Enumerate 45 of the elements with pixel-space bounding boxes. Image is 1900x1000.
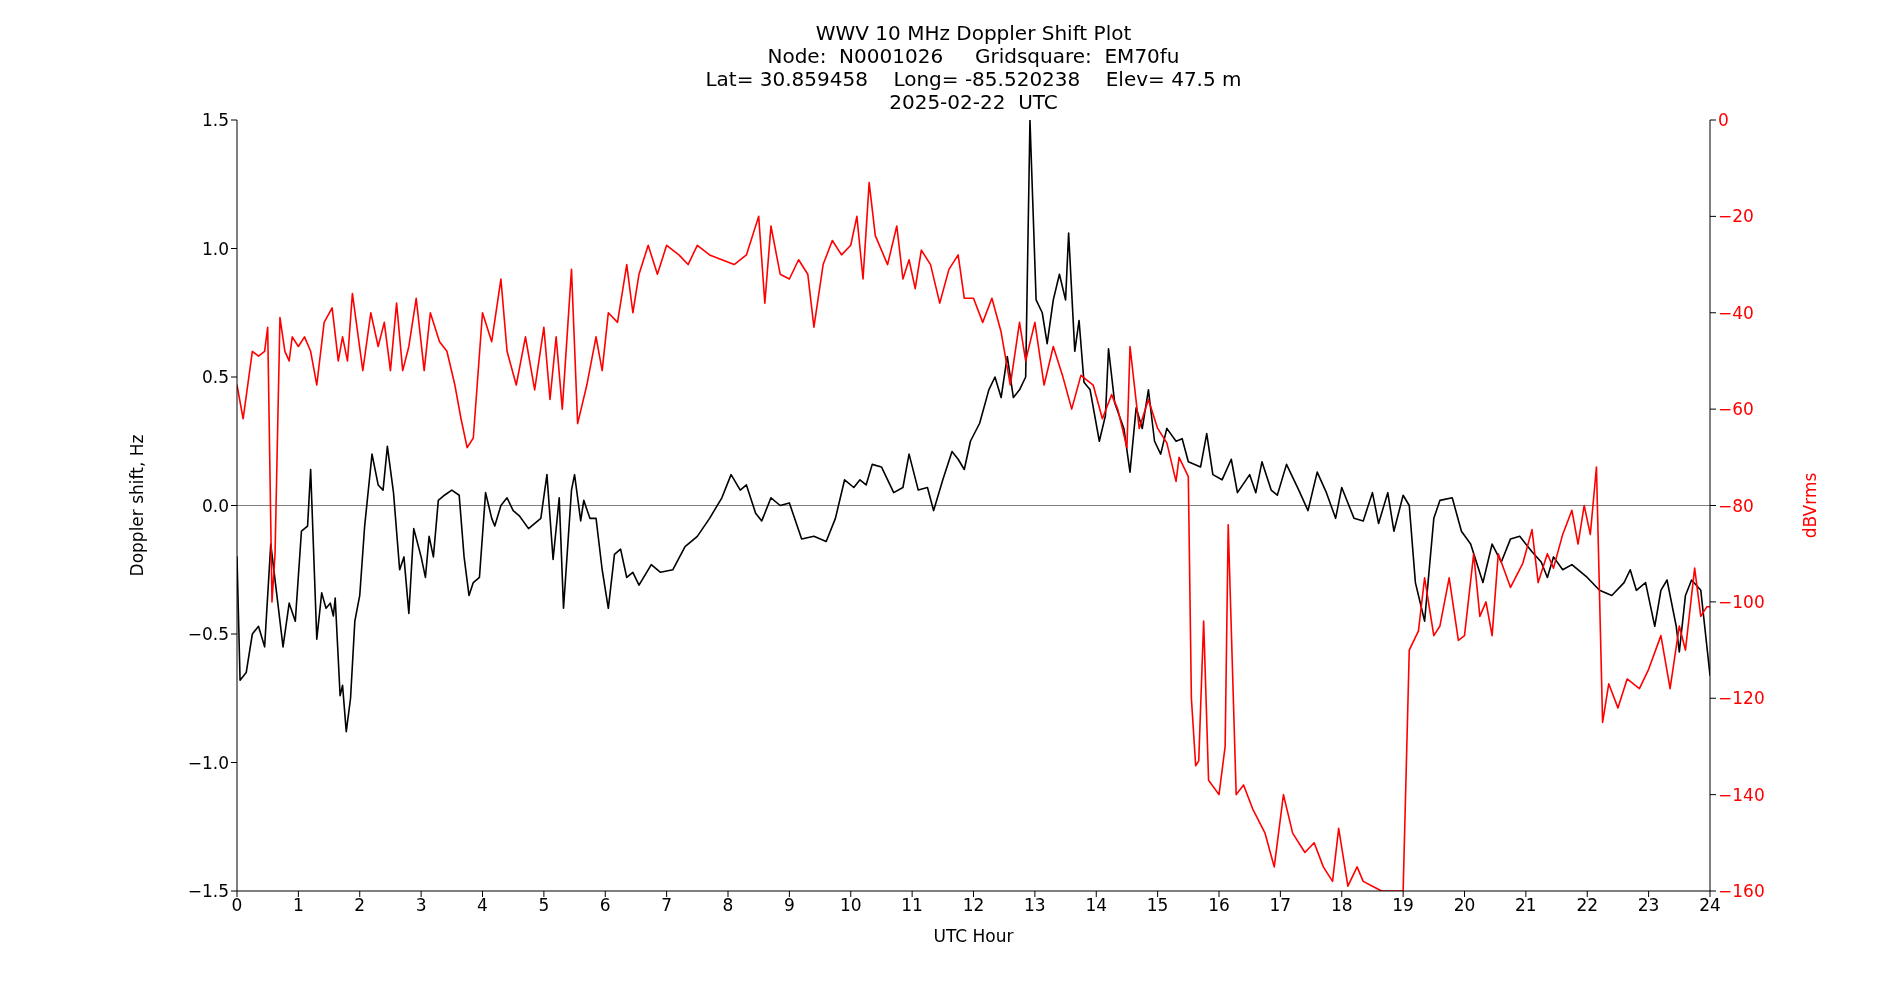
x-tick-label: 0: [231, 895, 243, 916]
y2-tick-label: −140: [1718, 784, 1765, 805]
y-tick-label: −0.5: [187, 624, 229, 645]
x-axis-title: UTC Hour: [933, 926, 1014, 946]
x-tick-label: 8: [722, 895, 734, 916]
y-tick-label: 0.5: [201, 367, 229, 388]
y-tick-label: −1.0: [187, 752, 229, 773]
x-tick-label: 5: [538, 895, 550, 916]
x-tick-label: 23: [1637, 895, 1660, 916]
chart-title: WWV 10 MHz Doppler Shift Plot Node: N0001026 Gridsquare: EM70fu Lat= 30.859458 Long= -85.520238 Elev= 47.5 m 2025-02-22 UTC: [704, 21, 1243, 114]
x-tick-label: 22: [1576, 895, 1599, 916]
x-tick-label: 19: [1392, 895, 1414, 916]
y2-axis-title: dBVrms: [1800, 472, 1821, 539]
x-tick-label: 12: [962, 895, 985, 916]
x-tick-label: 9: [783, 895, 795, 916]
x-tick-label: 2: [354, 895, 366, 916]
x-tick-label: 15: [1146, 895, 1169, 916]
y2-tick-label: −120: [1718, 688, 1765, 709]
x-tick-label: 11: [901, 895, 923, 916]
y2-tick-label: −60: [1718, 399, 1754, 420]
x-tick-label: 13: [1024, 895, 1046, 916]
x-tick-label: 6: [599, 895, 611, 916]
x-tick-label: 1: [292, 895, 304, 916]
y-tick-label: 1.0: [201, 238, 229, 259]
y-tick-label: −1.5: [187, 881, 229, 902]
y2-tick-label: −160: [1718, 881, 1765, 902]
x-tick-label: 17: [1269, 895, 1292, 916]
y-tick-label: 0.0: [201, 495, 229, 516]
x-tick-label: 20: [1453, 895, 1476, 916]
x-tick-label: 24: [1699, 895, 1721, 916]
x-tick-label: 21: [1515, 895, 1537, 916]
y2-tick-label: −40: [1718, 302, 1754, 323]
y-axis-title: Doppler shift, Hz: [127, 434, 148, 577]
y2-tick-label: −20: [1718, 206, 1754, 227]
x-tick-label: 7: [661, 895, 673, 916]
x-tick-label: 16: [1208, 895, 1230, 916]
x-tick-label: 4: [477, 895, 488, 916]
y2-tick-label: 0: [1718, 110, 1729, 131]
y2-tick-label: −100: [1718, 591, 1765, 612]
y2-tick-label: −80: [1718, 495, 1754, 516]
x-tick-label: 3: [415, 895, 427, 916]
x-tick-label: 18: [1330, 895, 1353, 916]
x-tick-label: 14: [1085, 895, 1108, 916]
x-tick-label: 10: [839, 895, 862, 916]
y-tick-label: 1.5: [201, 110, 229, 131]
